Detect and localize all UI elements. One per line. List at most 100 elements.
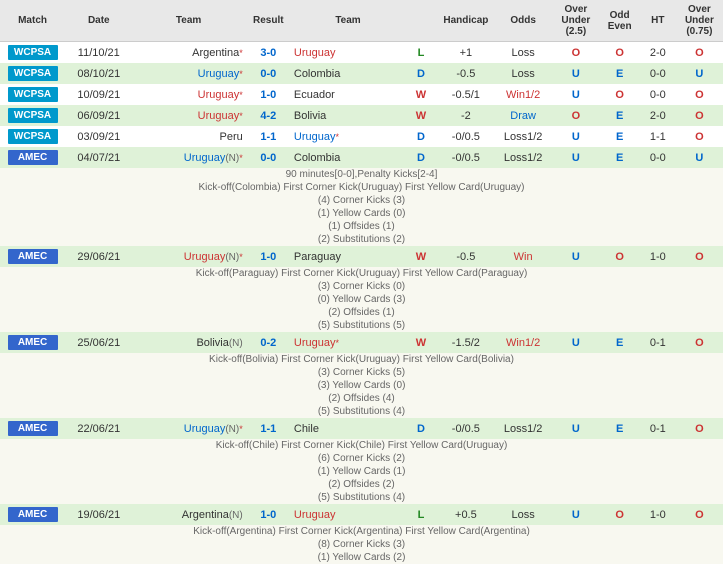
detail-text: (5) Substitutions (5) <box>0 319 723 332</box>
result-letter: D <box>417 152 425 164</box>
detail-text: Kick-off(Chile) First Corner Kick(Chile)… <box>0 439 723 452</box>
cell-score: 1-1 <box>245 418 292 439</box>
detail-text: (1) Yellow Cards (0) <box>0 207 723 220</box>
odds-text: Win1/2 <box>506 337 540 349</box>
neutral-mark: (N) <box>229 338 243 349</box>
match-tag: AMEC <box>8 421 58 436</box>
cell-handicap: -1.5/2 <box>438 332 494 353</box>
team2-name[interactable]: Ecuador <box>294 89 335 101</box>
cell-handicap: -0/0.5 <box>438 418 494 439</box>
match-row[interactable]: WCPSA08/10/21Uruguay*0-0ColombiaD-0.5Los… <box>0 63 723 84</box>
match-row[interactable]: WCPSA10/09/21Uruguay*1-0EcuadorW-0.5/1Wi… <box>0 84 723 105</box>
cell-match: WCPSA <box>0 126 65 147</box>
cell-match: WCPSA <box>0 63 65 84</box>
cell-oe: O <box>599 84 639 105</box>
result-letter: L <box>418 509 425 521</box>
match-row[interactable]: WCPSA03/09/21Peru1-1Uruguay*D-0/0.5Loss1… <box>0 126 723 147</box>
detail-row: Kick-off(Argentina) First Corner Kick(Ar… <box>0 525 723 538</box>
score[interactable]: 0-0 <box>260 68 276 80</box>
score[interactable]: 3-0 <box>260 47 276 59</box>
detail-row: Kick-off(Chile) First Corner Kick(Chile)… <box>0 439 723 452</box>
team1-name[interactable]: Bolivia <box>196 337 228 349</box>
detail-text: (3) Corner Kicks (5) <box>0 366 723 379</box>
result-letter: W <box>416 89 426 101</box>
team1-name[interactable]: Argentina <box>182 509 229 521</box>
cell-ht: 1-1 <box>640 126 676 147</box>
team1-name[interactable]: Uruguay <box>198 68 240 80</box>
score[interactable]: 0-0 <box>260 152 276 164</box>
cell-ou25: O <box>552 105 599 126</box>
detail-text: (4) Corner Kicks (3) <box>0 194 723 207</box>
header-4: Team <box>292 0 404 42</box>
team2-name[interactable]: Uruguay <box>294 131 336 143</box>
match-row[interactable]: AMEC22/06/21Uruguay(N)*1-1ChileD-0/0.5Lo… <box>0 418 723 439</box>
team2-name[interactable]: Paraguay <box>294 251 341 263</box>
detail-row: (5) Substitutions (4) <box>0 491 723 504</box>
ou25: O <box>572 47 581 59</box>
cell-score: 0-0 <box>245 147 292 168</box>
detail-row: (3) Corner Kicks (0) <box>0 280 723 293</box>
star-icon: * <box>335 132 339 142</box>
score[interactable]: 1-0 <box>260 509 276 521</box>
team1-name[interactable]: Uruguay <box>184 251 226 263</box>
team2-name[interactable]: Colombia <box>294 68 340 80</box>
team1-name[interactable]: Uruguay <box>198 89 240 101</box>
match-row[interactable]: WCPSA06/09/21Uruguay*4-2BoliviaW-2DrawOE… <box>0 105 723 126</box>
score[interactable]: 1-1 <box>260 131 276 143</box>
odd-even: O <box>615 251 624 263</box>
team1-name[interactable]: Uruguay <box>184 423 226 435</box>
cell-result: D <box>404 126 438 147</box>
detail-text: Kick-off(Argentina) First Corner Kick(Ar… <box>0 525 723 538</box>
team2-name[interactable]: Uruguay <box>294 509 336 521</box>
cell-result: L <box>404 504 438 525</box>
header-3: Result <box>245 0 292 42</box>
match-row[interactable]: AMEC04/07/21Uruguay(N)*0-0ColombiaD-0/0.… <box>0 147 723 168</box>
odd-even: E <box>616 423 623 435</box>
team2-name[interactable]: Uruguay <box>294 47 336 59</box>
match-row[interactable]: AMEC19/06/21Argentina(N)1-0UruguayL+0.5L… <box>0 504 723 525</box>
ou075: O <box>695 131 704 143</box>
team2-name[interactable]: Uruguay <box>294 337 336 349</box>
team2-name[interactable]: Chile <box>294 423 319 435</box>
team1-name[interactable]: Uruguay <box>184 152 226 164</box>
cell-date: 25/06/21 <box>65 332 132 353</box>
team2-name[interactable]: Bolivia <box>294 110 326 122</box>
cell-odds: Win <box>494 246 552 267</box>
match-row[interactable]: AMEC29/06/21Uruguay(N)*1-0ParaguayW-0.5W… <box>0 246 723 267</box>
star-icon: * <box>239 90 243 100</box>
star-icon: * <box>335 338 339 348</box>
neutral-mark: (N) <box>225 252 239 263</box>
score[interactable]: 1-1 <box>260 423 276 435</box>
cell-ht: 0-0 <box>640 147 676 168</box>
score[interactable]: 0-2 <box>260 337 276 349</box>
team2-name[interactable]: Colombia <box>294 152 340 164</box>
team1-name[interactable]: Uruguay <box>198 110 240 122</box>
match-tag: AMEC <box>8 507 58 522</box>
match-row[interactable]: AMEC25/06/21Bolivia(N)0-2Uruguay*W-1.5/2… <box>0 332 723 353</box>
team1-name[interactable]: Peru <box>219 131 242 143</box>
detail-text: 90 minutes[0-0],Penalty Kicks[2-4] <box>0 168 723 181</box>
header-0: Match <box>0 0 65 42</box>
team1-name[interactable]: Argentina <box>192 47 239 59</box>
cell-ht: 0-0 <box>640 84 676 105</box>
cell-team2: Uruguay* <box>292 126 404 147</box>
detail-text: (8) Corner Kicks (3) <box>0 538 723 551</box>
cell-team1: Argentina* <box>132 42 244 64</box>
ou075: O <box>695 89 704 101</box>
match-tag: WCPSA <box>8 108 58 123</box>
header-6: Handicap <box>438 0 494 42</box>
neutral-mark: (N) <box>225 153 239 164</box>
cell-team2: Colombia <box>292 147 404 168</box>
cell-match: WCPSA <box>0 84 65 105</box>
cell-result: W <box>404 84 438 105</box>
cell-handicap: -0.5/1 <box>438 84 494 105</box>
detail-text: (6) Corner Kicks (2) <box>0 452 723 465</box>
cell-ou25: U <box>552 84 599 105</box>
score[interactable]: 4-2 <box>260 110 276 122</box>
score[interactable]: 1-0 <box>260 251 276 263</box>
cell-ou075: O <box>676 504 723 525</box>
match-row[interactable]: WCPSA11/10/21Argentina*3-0UruguayL+1Loss… <box>0 42 723 64</box>
score[interactable]: 1-0 <box>260 89 276 101</box>
cell-oe: E <box>599 105 639 126</box>
detail-row: (2) Substitutions (2) <box>0 233 723 246</box>
